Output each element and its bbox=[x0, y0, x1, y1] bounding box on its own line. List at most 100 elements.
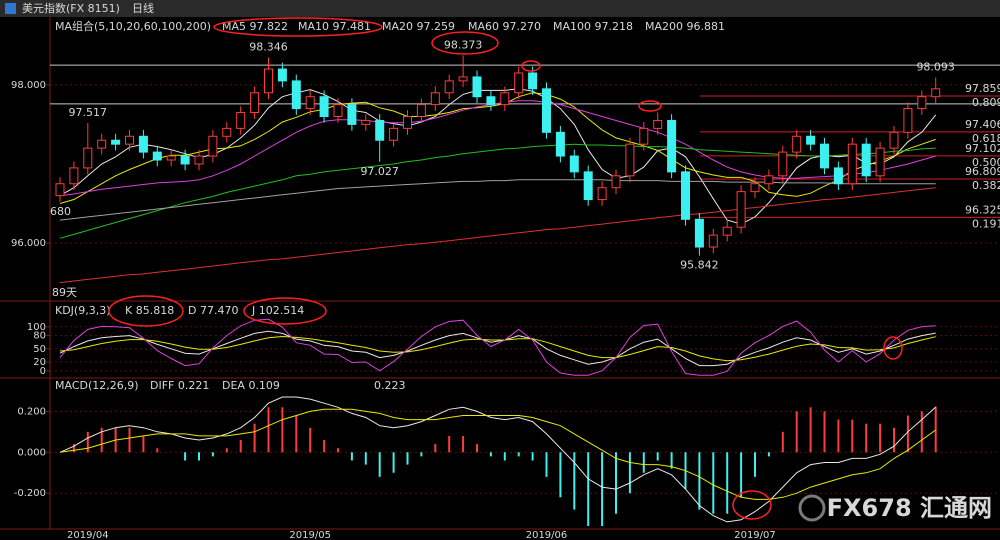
candle-body bbox=[472, 76, 482, 98]
candle-body bbox=[347, 104, 357, 125]
candle-body bbox=[277, 68, 287, 82]
highlight bbox=[732, 490, 772, 520]
legend-entry: DIFF 0.221 bbox=[150, 379, 209, 392]
y-tick-label: 98.000 bbox=[11, 80, 46, 91]
top-bar bbox=[0, 0, 1000, 17]
x-tick-label: 2019/05 bbox=[289, 530, 331, 540]
period: 日线 bbox=[132, 1, 154, 15]
candle-body bbox=[583, 171, 593, 201]
legend-entry: MA100 97.218 bbox=[553, 20, 633, 33]
price-annotation: 98.346 bbox=[249, 40, 288, 53]
candle-body bbox=[389, 127, 399, 141]
price-annotation: 95.842 bbox=[680, 259, 719, 272]
legend-entry: MA60 97.270 bbox=[468, 20, 541, 33]
candle-body bbox=[639, 127, 649, 145]
candle-body bbox=[180, 155, 190, 165]
candle-body bbox=[208, 135, 218, 157]
indicator-line bbox=[59, 318, 936, 376]
legend-entry: 0.223 bbox=[374, 379, 406, 392]
legend-entry: MA200 96.881 bbox=[645, 20, 725, 33]
candle-body bbox=[917, 96, 927, 110]
y-tick-label: 0 bbox=[40, 366, 46, 377]
candle-body bbox=[458, 76, 468, 82]
candle-body bbox=[69, 167, 79, 185]
y-tick-label: 0.200 bbox=[17, 406, 46, 417]
fib-ratio-label: 0.618 bbox=[972, 132, 1000, 145]
x-tick-label: 2019/04 bbox=[67, 530, 109, 540]
candle-body bbox=[792, 135, 802, 153]
candle-body bbox=[55, 183, 65, 197]
indicator-line bbox=[59, 92, 936, 204]
price-annotation: 97.027 bbox=[360, 165, 399, 178]
candle-body bbox=[528, 72, 538, 90]
candle-body bbox=[667, 119, 677, 173]
legend-entry: DEA 0.109 bbox=[222, 379, 280, 392]
indicator-line bbox=[59, 335, 936, 362]
candle-body bbox=[194, 155, 204, 165]
legend-entry: MA10 97.481 bbox=[298, 20, 371, 33]
candle-body bbox=[542, 88, 551, 133]
highlight bbox=[883, 336, 903, 360]
watermark-logo bbox=[798, 494, 826, 522]
y-tick-label: 96.000 bbox=[11, 238, 46, 249]
candle-body bbox=[500, 92, 510, 106]
indicator-line bbox=[59, 187, 936, 284]
candle-body bbox=[861, 143, 871, 177]
x-tick-label: 2019/06 bbox=[526, 530, 568, 540]
candle-body bbox=[444, 80, 454, 94]
candle-body bbox=[361, 119, 371, 125]
panel-title: KDJ(9,3,3) bbox=[55, 304, 111, 317]
fib-price-label: 97.102 bbox=[965, 142, 1000, 155]
fib-price-label: 96.325 bbox=[965, 203, 1000, 216]
legend-entry: K 85.818 bbox=[125, 304, 174, 317]
y-tick-label: 50 bbox=[33, 344, 46, 355]
y-tick-label: 80 bbox=[33, 331, 46, 342]
y-tick-label: 20 bbox=[33, 357, 46, 368]
price-annotation: 98.093 bbox=[916, 61, 955, 74]
highlight bbox=[521, 60, 541, 72]
candle-body bbox=[166, 155, 176, 161]
candle-body bbox=[569, 155, 579, 173]
candle-body bbox=[305, 96, 315, 110]
candle-body bbox=[555, 131, 565, 157]
y-tick-label: -0.200 bbox=[14, 488, 46, 499]
candle-body bbox=[931, 88, 941, 98]
candle-body bbox=[708, 234, 718, 248]
instrument-title: 美元指数(FX 8151) bbox=[22, 1, 120, 15]
indicator-line bbox=[59, 396, 937, 523]
panel-title: MA组合(5,10,20,60,100,200) bbox=[55, 19, 211, 33]
candle-body bbox=[264, 68, 273, 94]
candle-body bbox=[222, 127, 232, 137]
legend-entry: D 77.470 bbox=[188, 304, 238, 317]
candle-body bbox=[722, 226, 732, 236]
candle-body bbox=[83, 147, 93, 169]
legend-entry: MA5 97.822 bbox=[222, 20, 288, 33]
candle-body bbox=[416, 104, 426, 117]
y-tick-label: 0.000 bbox=[17, 447, 46, 458]
indicator-line bbox=[59, 100, 936, 197]
candle-body bbox=[833, 167, 843, 185]
candle-body bbox=[236, 112, 246, 129]
candle-body bbox=[486, 96, 496, 106]
period-note: 89天 bbox=[52, 286, 77, 299]
legend-entry: MA20 97.259 bbox=[382, 20, 455, 33]
candle-body bbox=[750, 183, 760, 193]
candle-body bbox=[111, 139, 121, 145]
price-annotation: 97.517 bbox=[69, 106, 108, 119]
indicator-line bbox=[59, 143, 936, 239]
indicator-line bbox=[59, 88, 937, 225]
highlight bbox=[108, 295, 184, 327]
fib-price-label: 97.406 bbox=[965, 118, 1000, 131]
candle-body bbox=[889, 131, 899, 149]
candle-body bbox=[403, 115, 412, 129]
candle-body bbox=[764, 175, 774, 185]
y-tick-label: 100 bbox=[27, 322, 46, 333]
candle-body bbox=[778, 151, 788, 177]
fib-ratio-label: 0.191 bbox=[972, 217, 1000, 230]
fib-price-label: 96.809 bbox=[965, 165, 1000, 178]
candle-body bbox=[430, 92, 440, 106]
candle-body bbox=[625, 143, 635, 177]
candle-body bbox=[125, 135, 134, 145]
